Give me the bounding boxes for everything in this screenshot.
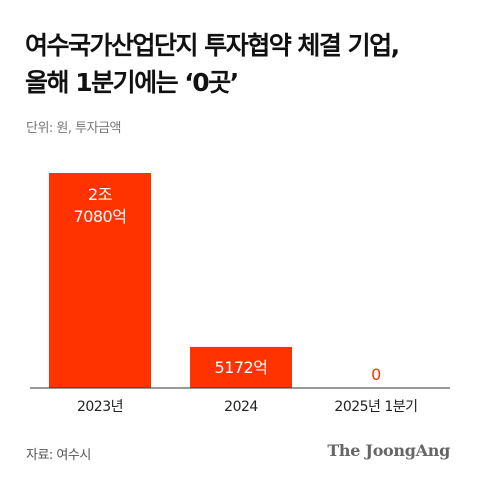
- data-label: 0: [371, 365, 381, 384]
- unit-note: 단위: 원, 투자금액: [26, 121, 122, 136]
- data-label: 2조: [88, 185, 112, 204]
- chart-title-line-2: 올해 1분기에는 ‘0곳’: [25, 68, 239, 97]
- source-note: 자료: 여수시: [26, 448, 91, 463]
- publisher-logo: The JoongAng: [327, 441, 450, 460]
- x-tick-label: 2023년: [77, 399, 123, 415]
- bar-2: [190, 346, 292, 388]
- x-tick-label: 2024: [224, 399, 258, 415]
- x-tick-label: 2025년 1분기: [334, 399, 417, 415]
- chart-title-line-1: 여수국가산업단지 투자협약 체결 기업,: [25, 31, 400, 60]
- bar-1: [49, 173, 151, 388]
- data-label: 5172억: [215, 358, 268, 377]
- data-label: 7080억: [74, 207, 127, 226]
